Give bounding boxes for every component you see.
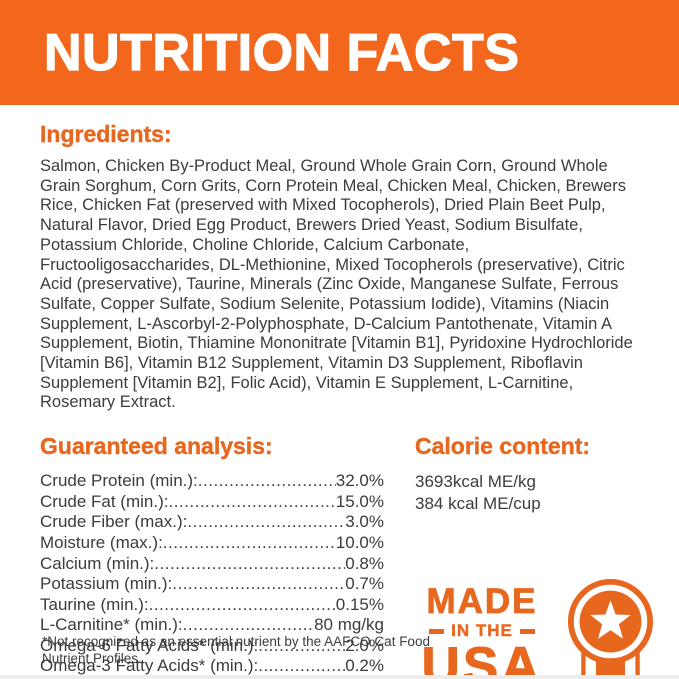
analysis-value: 10.0%: [335, 532, 384, 552]
guaranteed-analysis-heading: Guaranteed analysis:: [40, 433, 273, 460]
header-band: NUTRITION FACTS: [0, 0, 679, 105]
analysis-value: 2.0%: [345, 635, 384, 655]
analysis-list: Crude Protein (min.): 32.0% Crude Fat (m…: [40, 471, 384, 677]
made-text: MADE: [426, 582, 538, 622]
calorie-section: Calorie content: 3693kcal ME/kg 384 kcal…: [415, 433, 659, 679]
analysis-row: Potassium (min.): 0.7%: [40, 574, 384, 595]
dot-leader: [168, 492, 335, 513]
analysis-row: Taurine (min.): 0.15%: [40, 595, 384, 616]
usa-text: USA: [421, 637, 543, 679]
analysis-row: Calcium (min.): 0.8%: [40, 554, 384, 575]
dot-leader: [163, 533, 336, 554]
dot-leader: [187, 512, 345, 533]
analysis-row: Crude Fiber (max.): 3.0%: [40, 512, 384, 533]
analysis-row: Crude Protein (min.): 32.0%: [40, 471, 384, 492]
bottom-edge-divider: [0, 675, 679, 679]
analysis-row: Omega-6 Fatty Acids* (min.): 2.0%: [40, 636, 384, 657]
dot-leader: [154, 554, 345, 575]
dash-icon: [519, 628, 535, 634]
analysis-value: 32.0%: [335, 471, 384, 491]
calorie-heading: Calorie content:: [415, 433, 591, 460]
calorie-line-kg: 3693kcal ME/kg: [415, 472, 536, 492]
analysis-label: L-Carnitine* (min.):: [40, 615, 183, 635]
footnote: *Not recognized as an essential nutrient…: [42, 634, 430, 666]
analysis-value: 80 mg/kg: [314, 615, 384, 635]
calorie-lines: 3693kcal ME/kg 384 kcal ME/cup: [415, 471, 659, 514]
label-content: Ingredients: Salmon, Chicken By-Product …: [0, 105, 679, 679]
dot-leader: [172, 574, 345, 595]
analysis-value: 0.2%: [345, 656, 384, 676]
analysis-value: 0.8%: [345, 553, 384, 573]
analysis-row: L-Carnitine* (min.): 80 mg/kg: [40, 615, 384, 636]
dot-leader: [198, 471, 336, 492]
analysis-label: Omega-6 Fatty Acids* (min.):: [40, 635, 259, 655]
ingredients-heading: Ingredients:: [40, 121, 172, 147]
analysis-label: Moisture (max.):: [40, 532, 163, 552]
analysis-value: 3.0%: [345, 512, 384, 532]
dot-leader: [149, 595, 336, 616]
ingredients-section: Ingredients: Salmon, Chicken By-Product …: [40, 121, 639, 413]
analysis-label: Crude Protein (min.):: [40, 471, 198, 491]
analysis-value: 15.0%: [335, 491, 384, 511]
analysis-value: 0.7%: [345, 574, 384, 594]
analysis-row: Omega-3 Fatty Acids* (min.): 0.2%: [40, 656, 384, 677]
analysis-label: Crude Fiber (max.):: [40, 512, 188, 532]
analysis-label: Crude Fat (min.):: [40, 491, 169, 511]
in-the-text: IN THE: [451, 621, 513, 641]
analysis-label: Potassium (min.):: [40, 574, 173, 594]
calorie-line-cup: 384 kcal ME/cup: [415, 493, 541, 513]
analysis-row: Moisture (max.): 10.0%: [40, 533, 384, 554]
columns: Guaranteed analysis: Crude Protein (min.…: [40, 433, 654, 679]
made-in-usa-badge: MADE IN THE USA WITH THE FINEST INGREDIE…: [415, 579, 659, 679]
analysis-label: Taurine (min.):: [40, 594, 149, 614]
guaranteed-analysis-section: Guaranteed analysis: Crude Protein (min.…: [40, 433, 384, 679]
star-ribbon-medal-icon: [567, 579, 654, 679]
analysis-value: 0.15%: [335, 594, 384, 614]
analysis-row: Crude Fat (min.): 15.0%: [40, 492, 384, 513]
made-in-usa-text: MADE IN THE USA WITH THE FINEST INGREDIE…: [419, 582, 545, 679]
page-title: NUTRITION FACTS: [43, 23, 520, 82]
dash-icon: [429, 628, 445, 634]
analysis-label: Calcium (min.):: [40, 553, 155, 573]
ingredients-text: Salmon, Chicken By-Product Meal, Ground …: [40, 157, 633, 412]
analysis-label: Omega-3 Fatty Acids* (min.):: [40, 656, 259, 676]
in-the-row: IN THE: [419, 621, 545, 641]
